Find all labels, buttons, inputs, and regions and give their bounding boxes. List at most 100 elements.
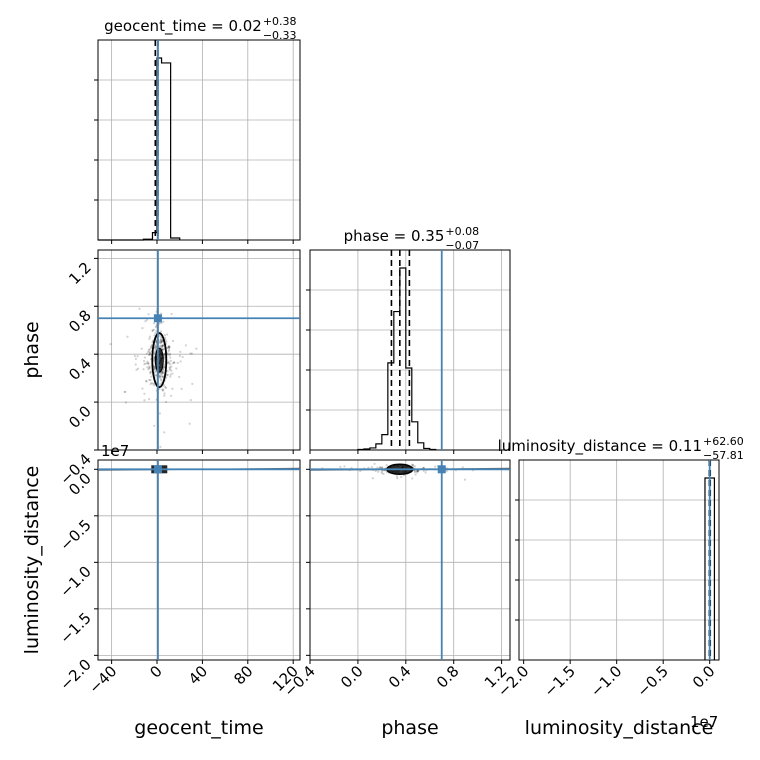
sample-point xyxy=(168,352,172,355)
hist-phase xyxy=(357,267,437,451)
sample-point xyxy=(181,355,184,359)
x-tick-label: 0.0 xyxy=(337,662,367,692)
sample-point xyxy=(166,346,169,350)
sample-point xyxy=(162,367,165,370)
sample-point xyxy=(167,345,170,348)
sample-point xyxy=(167,362,170,365)
sample-point xyxy=(154,346,157,350)
sample-point xyxy=(164,338,167,341)
title-phase: phase = 0.35 +0.08−0.07 xyxy=(344,225,480,252)
panel-frame xyxy=(97,459,301,661)
sample-point xyxy=(148,365,151,368)
title-plus-error: +0.38 xyxy=(263,15,297,28)
sample-point xyxy=(380,471,383,474)
sample-point xyxy=(160,340,164,343)
sample-point xyxy=(160,379,163,382)
sample-point xyxy=(148,350,151,353)
title-value: luminosity_distance = 0.11 xyxy=(498,437,702,456)
sample-point xyxy=(149,378,152,382)
title-luminosity-distance: luminosity_distance = 0.11 +62.60−57.81 xyxy=(498,435,744,462)
sample-point xyxy=(150,375,153,378)
sample-point xyxy=(140,347,143,350)
sample-point xyxy=(378,465,382,469)
sample-point xyxy=(166,351,169,355)
sample-point xyxy=(146,360,149,363)
sample-point xyxy=(145,318,149,321)
sample-point xyxy=(396,477,399,480)
sample-point xyxy=(149,346,152,349)
sample-point xyxy=(175,367,178,370)
sample-point xyxy=(159,338,162,341)
sample-point xyxy=(154,325,158,329)
sample-point xyxy=(142,368,145,371)
sample-point xyxy=(168,346,171,349)
sample-point xyxy=(179,350,182,353)
sample-point xyxy=(153,351,156,354)
sample-point xyxy=(168,348,171,351)
x-tick-label: 0.0 xyxy=(689,662,719,692)
title-value: geocent_time = 0.02 xyxy=(104,17,262,36)
sample-point xyxy=(463,478,467,481)
sample-point xyxy=(154,348,157,351)
sample-point xyxy=(158,387,161,390)
sample-point xyxy=(160,378,163,381)
sample-point xyxy=(170,365,173,368)
sample-point xyxy=(126,335,129,338)
sample-point xyxy=(158,374,161,378)
sample-point xyxy=(161,371,164,374)
sample-point xyxy=(164,400,168,404)
x-tick-label: 40 xyxy=(185,662,211,688)
sample-point xyxy=(160,340,163,343)
sample-point xyxy=(160,370,164,373)
sample-point xyxy=(135,368,138,371)
x-tick-label: 0.4 xyxy=(385,662,415,692)
sample-point xyxy=(161,344,164,347)
sample-point xyxy=(147,398,151,401)
sample-point xyxy=(189,399,192,402)
y-tick-label: 0.4 xyxy=(65,354,95,384)
sample-point xyxy=(166,373,169,376)
sample-point xyxy=(371,477,374,480)
sample-point xyxy=(161,348,165,351)
sample-point xyxy=(150,345,153,348)
y-tick-label: 0.0 xyxy=(65,402,95,432)
sample-point xyxy=(154,345,158,348)
sample-point xyxy=(168,353,171,357)
sample-point xyxy=(162,320,165,323)
sample-point xyxy=(147,350,150,354)
sample-point xyxy=(163,431,166,434)
sample-point xyxy=(173,361,176,364)
sample-point xyxy=(381,466,384,469)
sample-point xyxy=(143,356,147,359)
sample-point xyxy=(153,346,156,349)
sample-point xyxy=(191,382,194,385)
sample-point xyxy=(160,339,164,342)
sample-point xyxy=(158,375,161,378)
sample-point xyxy=(170,312,173,316)
sample-point xyxy=(161,388,164,391)
sample-point xyxy=(151,382,154,385)
sample-point xyxy=(148,353,151,356)
x-tick-label: 0.8 xyxy=(433,662,463,692)
sample-point xyxy=(169,356,172,359)
sample-point xyxy=(171,362,175,365)
sample-point xyxy=(149,372,152,375)
sample-point xyxy=(147,353,151,356)
sample-point xyxy=(159,339,162,342)
sample-point xyxy=(163,334,166,337)
title-value: phase = 0.35 xyxy=(344,227,445,245)
sample-point xyxy=(141,327,144,330)
sample-point xyxy=(162,366,165,369)
sample-point xyxy=(164,336,167,339)
sample-point xyxy=(154,332,157,335)
sample-point xyxy=(148,351,152,355)
sample-point xyxy=(416,469,419,472)
contour-outer xyxy=(151,332,168,389)
x-tick-label: 80 xyxy=(230,662,256,688)
sample-point xyxy=(148,352,152,355)
y-axis-label: luminosity_distance xyxy=(21,466,43,655)
sample-point xyxy=(162,388,165,392)
sample-point xyxy=(168,345,171,348)
sample-point xyxy=(151,329,154,332)
sample-point xyxy=(137,367,140,370)
